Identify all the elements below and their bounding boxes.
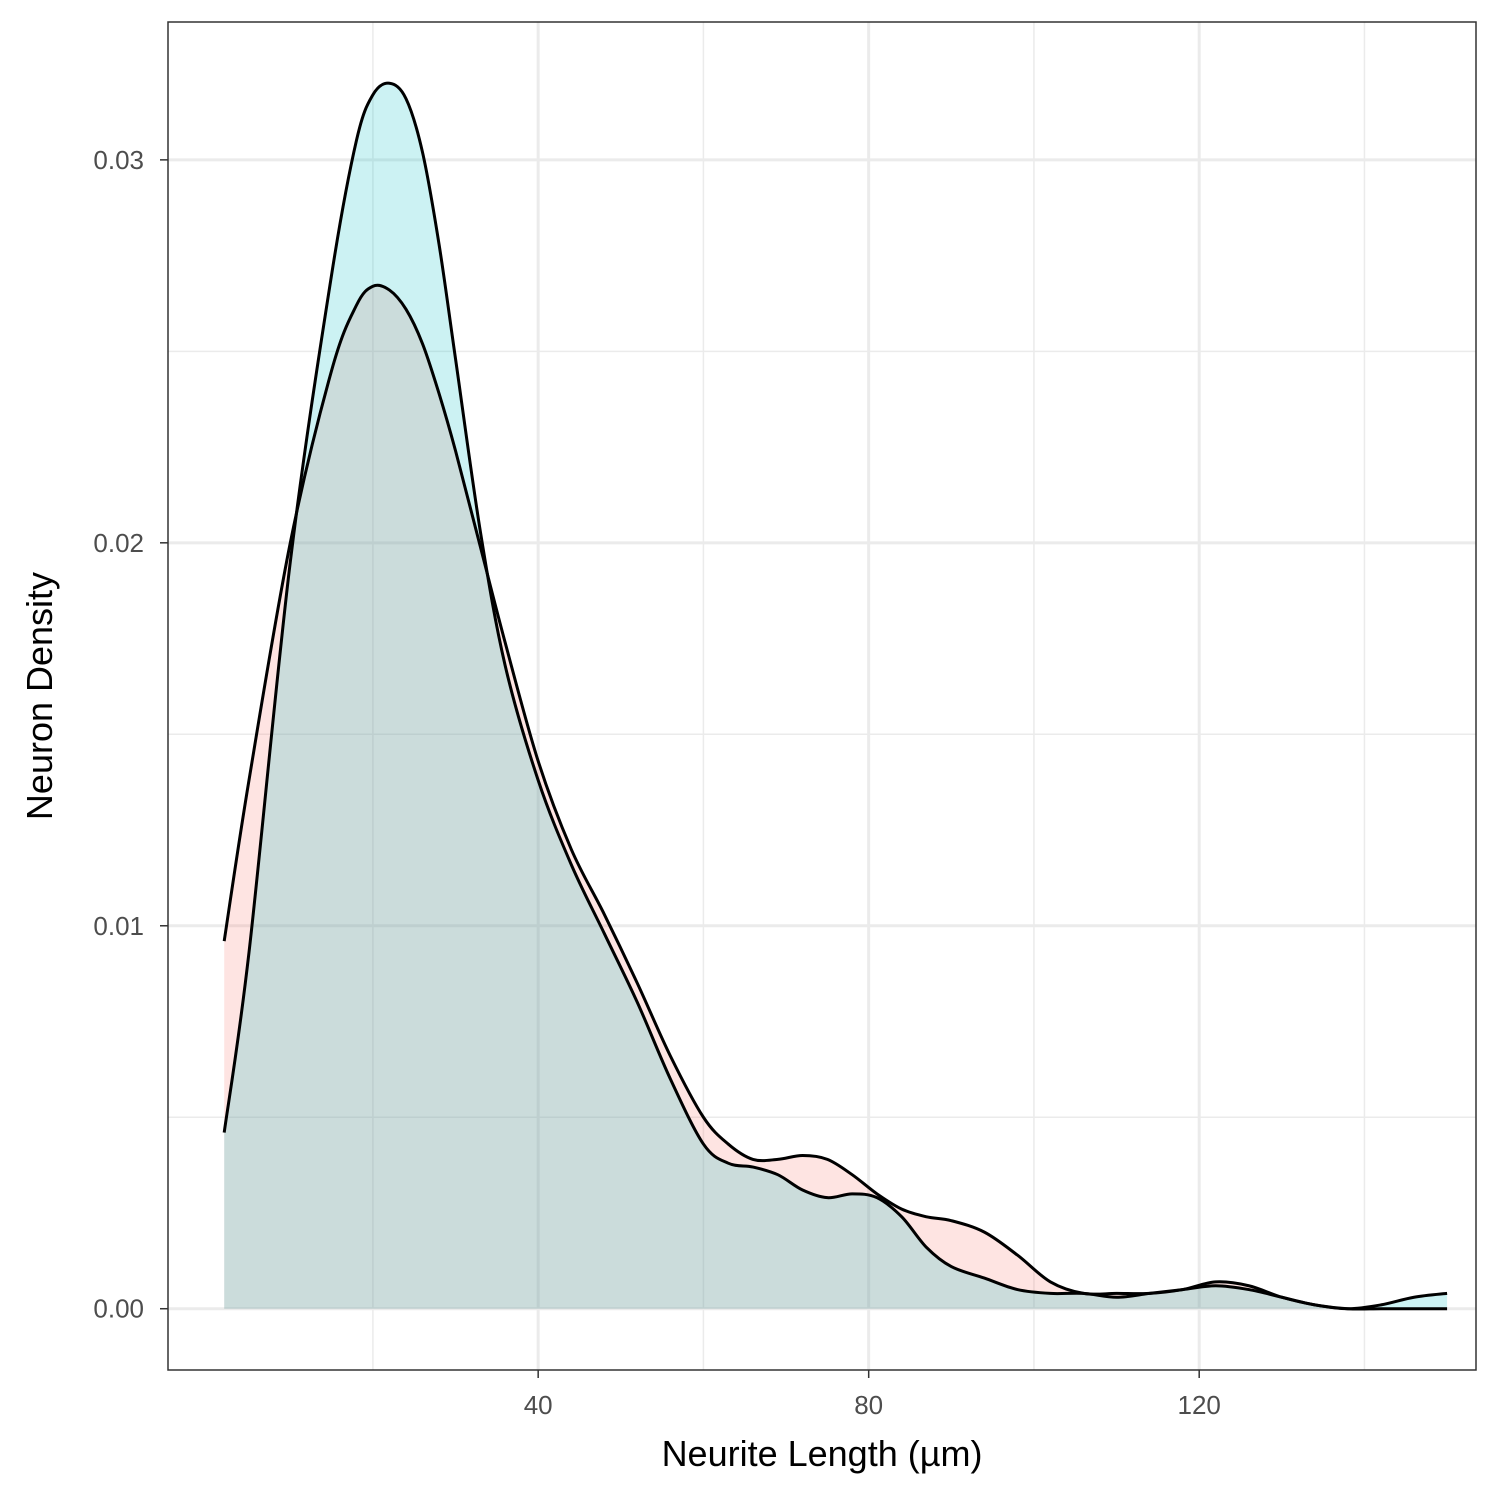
density-area-1 [224, 285, 1448, 1310]
x-tick-label: 120 [1178, 1390, 1221, 1420]
y-axis-title: Neuron Density [19, 572, 60, 820]
x-tick-label: 40 [524, 1390, 553, 1420]
y-tick-label: 0.02 [93, 528, 144, 558]
major-gridlines [168, 22, 1476, 1370]
y-tick-label: 0.03 [93, 145, 144, 175]
density-areas [224, 83, 1448, 1310]
x-axis-ticks: 40 80 120 [524, 1370, 1221, 1420]
panel-border [167, 21, 1477, 1371]
x-axis-title: Neurite Length (µm) [662, 1433, 983, 1474]
x-tick-label: 80 [854, 1390, 883, 1420]
density-line-2 [222, 81, 1448, 1311]
y-axis-ticks: 0.00 0.01 0.02 0.03 [93, 145, 168, 1324]
density-lines [222, 81, 1448, 1311]
density-area-2 [224, 83, 1448, 1309]
y-tick-label: 0.00 [93, 1294, 144, 1324]
minor-gridlines [168, 22, 1476, 1370]
y-tick-label: 0.01 [93, 911, 144, 941]
